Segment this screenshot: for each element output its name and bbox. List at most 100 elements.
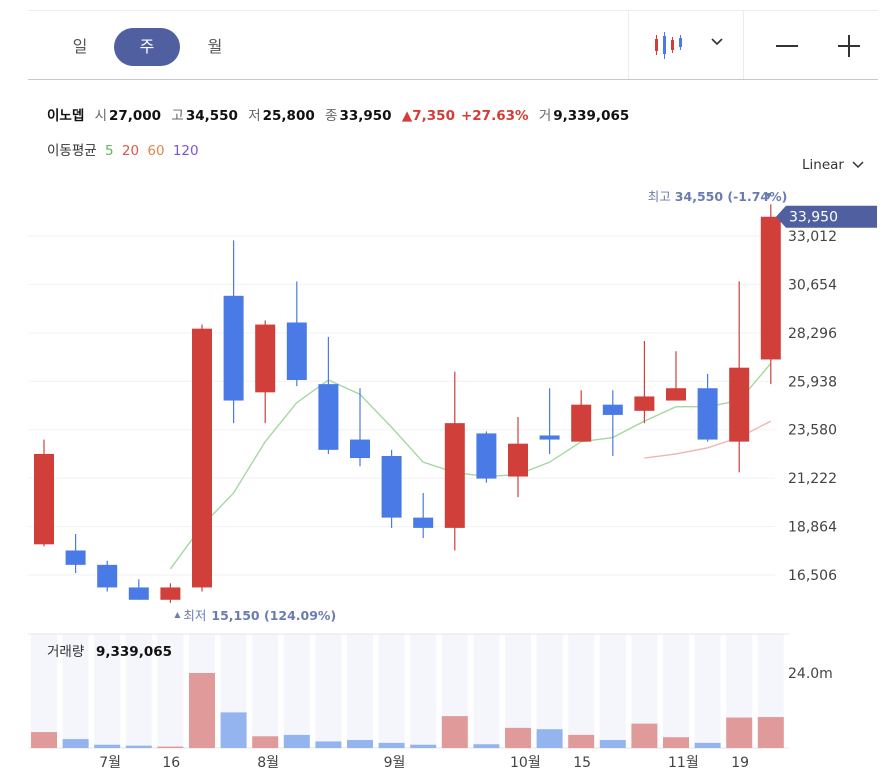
volume-tick-label: 24.0m (788, 666, 833, 682)
volume-bar (347, 740, 373, 748)
volume-bar (125, 745, 152, 748)
price-tick-label: 21,222 (788, 471, 837, 487)
candle-body (634, 396, 655, 411)
candle-body (350, 439, 370, 459)
volume-value: 9,339,065 (96, 644, 172, 660)
volume-title: 거래량 (47, 644, 84, 660)
volume-bar (568, 734, 595, 748)
volume-bar (473, 744, 500, 748)
volume-bg (31, 634, 57, 748)
volume-bg (157, 634, 184, 748)
candle-body (255, 324, 276, 393)
volume-bg (663, 634, 689, 748)
current-price-badge (776, 205, 877, 228)
volume-bar (378, 742, 405, 748)
volume-bg (568, 634, 595, 748)
x-axis-label: 9월 (384, 755, 406, 771)
candle-body (318, 384, 339, 450)
scale-selector[interactable]: Linear (802, 157, 864, 173)
volume-bar (315, 741, 342, 748)
moving-average-legend[interactable]: 이동평균 5 20 60 120 (47, 139, 199, 159)
high-marker-label: 최고 (648, 189, 671, 204)
high-marker-value: 34,550 (-1.74%) (675, 189, 788, 204)
candle-body (508, 443, 528, 477)
close-price: 33,950 (339, 108, 392, 124)
candle-body (160, 587, 181, 600)
price-tick-label: 30,654 (788, 277, 837, 293)
candle-body (476, 433, 497, 479)
x-axis-label: 19 (731, 755, 749, 771)
period-week-button[interactable]: 주 (114, 28, 180, 66)
price-tick-label: 33,012 (788, 229, 837, 245)
x-axis-label: 15 (573, 755, 591, 771)
chevron-down-icon[interactable] (711, 35, 723, 49)
low-price: 25,800 (262, 108, 315, 124)
volume-bar (536, 729, 563, 748)
quote-summary: 이노뎁 시 27,000 고 34,550 저 25,800 종 33,950 ▲7,3… (47, 108, 630, 124)
volume-bg (315, 634, 342, 748)
ma-5-line (169, 363, 772, 570)
candle-body (65, 550, 86, 565)
volume-bg (62, 634, 89, 748)
candle-body (192, 328, 212, 588)
volume-bg (694, 634, 721, 748)
open-price: 27,000 (108, 108, 162, 124)
low-marker-label: 최저 (183, 608, 206, 623)
high-marker-arrow (765, 193, 772, 199)
volume-bar (726, 717, 753, 748)
candle-body (444, 423, 465, 528)
volume-bg (410, 634, 437, 748)
candle-body (760, 216, 781, 360)
volume-bar (631, 723, 658, 748)
price-tick-label: 18,864 (788, 520, 837, 536)
price-tick-label: 23,580 (788, 423, 837, 439)
minus-icon[interactable] (776, 45, 798, 47)
volume-bg (599, 634, 626, 748)
ma-20-line (644, 420, 772, 459)
moving-average-label: 이동평균 (47, 143, 97, 159)
volume-bar (62, 739, 89, 748)
volume-bg (125, 634, 152, 748)
toolbar-divider (628, 11, 629, 79)
candle-body (729, 367, 750, 442)
volume-bar (31, 732, 57, 748)
candle-body (697, 388, 718, 440)
period-day-button[interactable]: 일 (72, 37, 88, 56)
volume-bar (283, 734, 310, 748)
volume-bg (252, 634, 279, 748)
volume-bg (536, 634, 563, 748)
volume-bar (189, 673, 215, 748)
period-month-button[interactable]: 월 (207, 37, 223, 56)
toolbar-divider (743, 11, 744, 79)
candlestick-icon[interactable] (654, 31, 686, 65)
stock-name: 이노뎁 (47, 108, 85, 124)
ma-20-label: 20 (121, 143, 140, 159)
volume-bar (220, 712, 247, 748)
volume-bg (283, 634, 310, 748)
candle-body (97, 564, 118, 588)
candle-body (666, 388, 686, 401)
volume-bg (378, 634, 405, 748)
candle-body (34, 453, 54, 545)
volume-bar (441, 716, 468, 748)
x-axis-label: 11월 (668, 755, 699, 771)
volume: 9,339,065 (553, 108, 630, 124)
chevron-down-icon (852, 161, 864, 169)
volume-bar (410, 744, 437, 748)
candle-body (571, 404, 592, 442)
low-marker-arrow (174, 612, 181, 618)
x-axis-label: 16 (162, 755, 180, 771)
candle-body (413, 517, 434, 528)
scale-mode: Linear (802, 157, 844, 173)
volume-bg (473, 634, 500, 748)
candle-body (539, 435, 560, 440)
price-change-pct: +27.63% (460, 108, 529, 124)
candle-body (128, 587, 149, 600)
ma-120-label: 120 (172, 143, 199, 159)
candle-body (602, 404, 623, 415)
volume-bar (252, 736, 279, 748)
price-change: ▲7,350 (401, 108, 455, 124)
x-axis-label: 10월 (510, 755, 541, 771)
current-price-label: 33,950 (789, 210, 838, 226)
